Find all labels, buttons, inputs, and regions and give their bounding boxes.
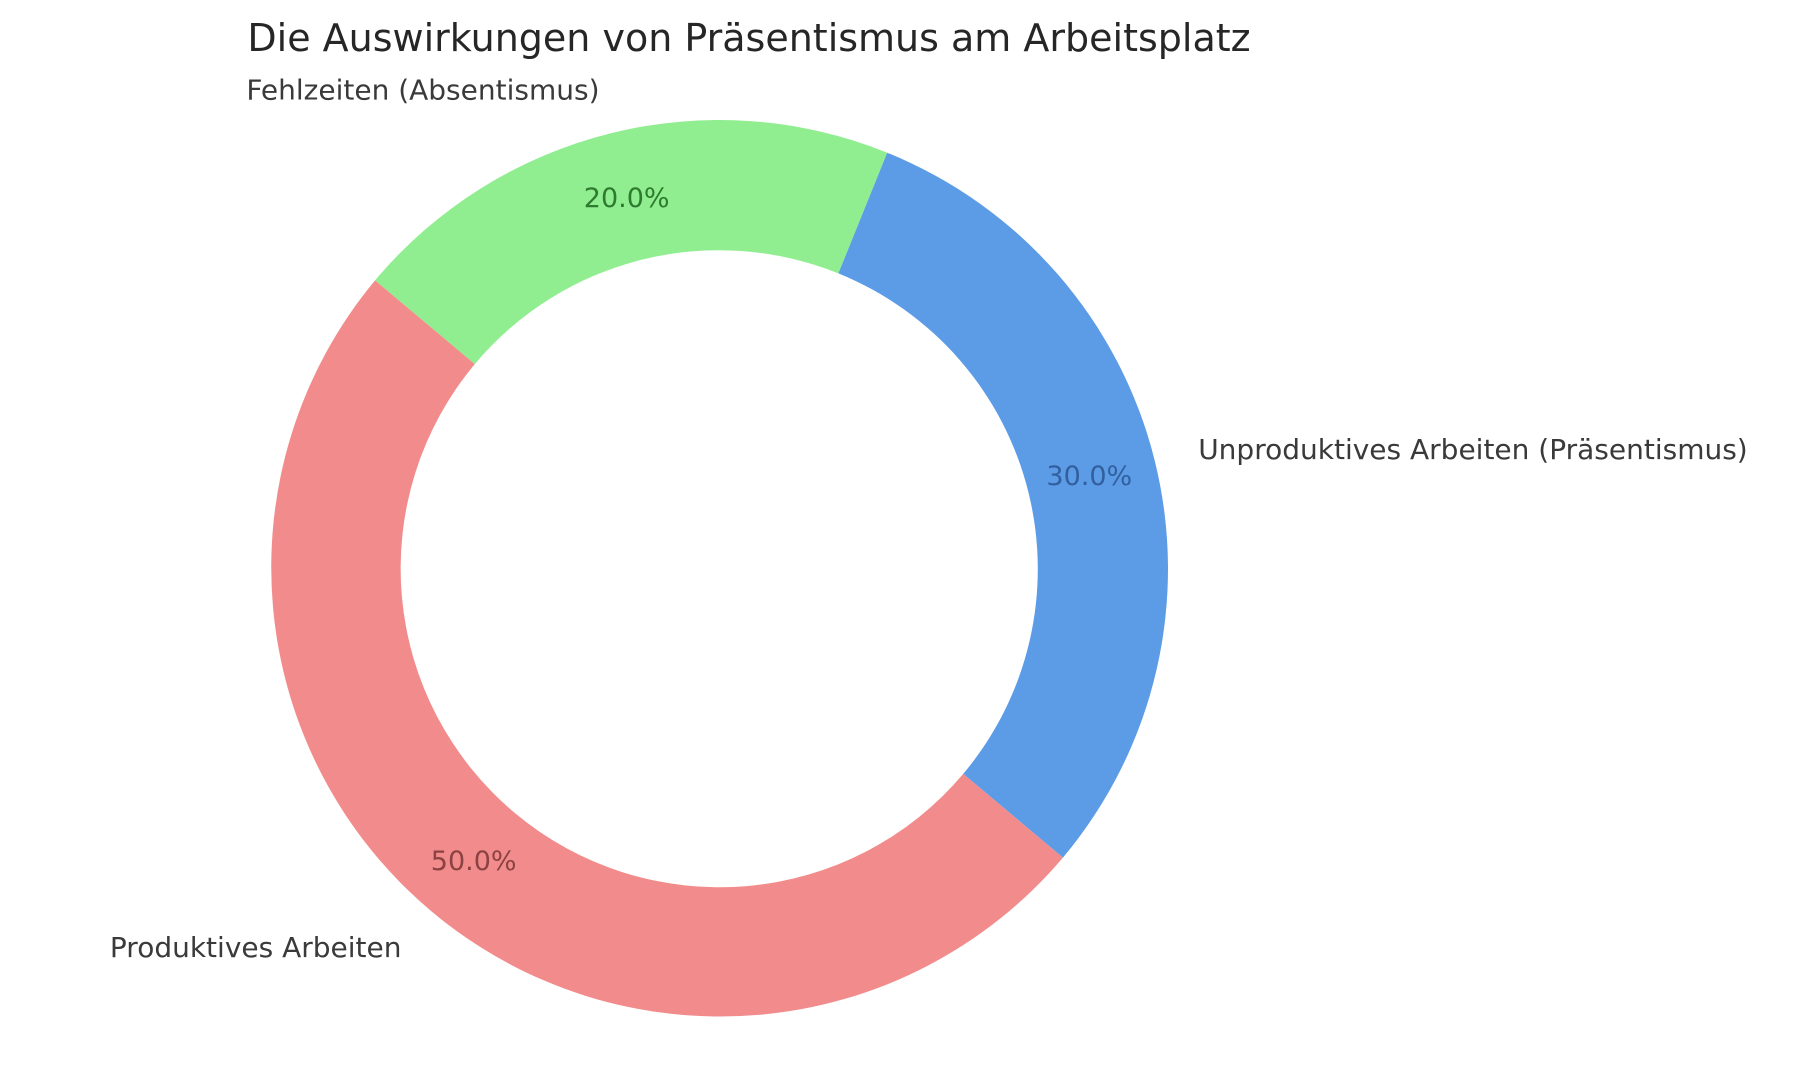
pie-slice-1	[838, 152, 1168, 858]
donut-slices	[271, 119, 1168, 1017]
pct-label-1: 30.0%	[1046, 461, 1132, 492]
chart-labels: 20.0% Fehlzeiten (Absentismus) 30.0% Unprod…	[110, 73, 1748, 964]
category-label-1: Unproduktives Arbeiten (Präsentismus)	[1198, 433, 1748, 466]
chart-title: Die Auswirkungen von Präsentismus am Arb…	[247, 16, 1250, 60]
pie-slice-2	[271, 280, 1063, 1017]
category-label-0: Fehlzeiten (Absentismus)	[246, 73, 599, 106]
category-label-2: Produktives Arbeiten	[110, 931, 402, 964]
pct-label-0: 20.0%	[584, 183, 670, 214]
pie-slice-0	[375, 119, 888, 365]
pct-label-2: 50.0%	[431, 846, 517, 877]
